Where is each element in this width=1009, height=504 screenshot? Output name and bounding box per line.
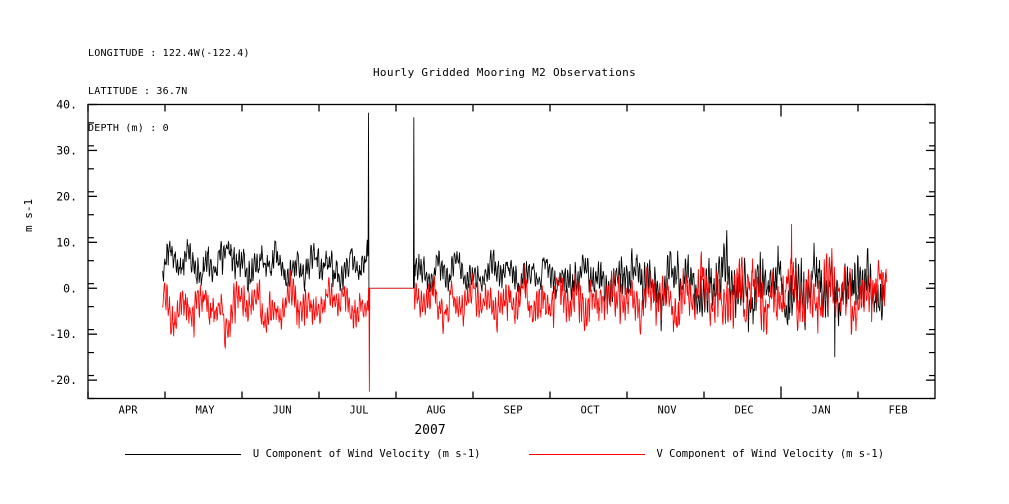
legend-item-v: V Component of Wind Velocity (m s-1) xyxy=(528,448,885,460)
longitude-text: LONGITUDE : 122.4W(-122.4) xyxy=(88,48,250,59)
legend-label-v: V Component of Wind Velocity (m s-1) xyxy=(656,448,885,460)
svg-text:DEC: DEC xyxy=(735,405,754,417)
x-axis-ticks: APR MAY JUN JUL AUG SEP OCT NOV DEC JAN FEB xyxy=(87,104,908,417)
svg-text:20.: 20. xyxy=(56,189,77,203)
legend-label-u: U Component of Wind Velocity (m s-1) xyxy=(252,448,481,460)
svg-text:FEB: FEB xyxy=(889,405,908,417)
depth-text: DEPTH (m) : 0 xyxy=(88,123,169,134)
legend-swatch-v-line xyxy=(528,453,645,455)
x-axis-label: 2007 xyxy=(414,423,446,438)
y-axis-ticks: 40. 30. 20. 10. 0. -10. -20. xyxy=(49,98,935,400)
latitude-text: LATITUDE : 36.7N xyxy=(88,85,188,97)
series-line-v xyxy=(162,223,887,392)
svg-text:SEP: SEP xyxy=(504,405,523,417)
svg-text:OCT: OCT xyxy=(581,405,601,417)
series-line-u xyxy=(162,112,887,358)
legend-swatch-u-line xyxy=(124,453,241,455)
svg-text:JAN: JAN xyxy=(812,405,831,417)
plot-frame xyxy=(87,103,936,400)
svg-text:APR: APR xyxy=(119,405,139,417)
svg-text:JUL: JUL xyxy=(350,405,369,417)
chart-legend: U Component of Wind Velocity (m s-1) V C… xyxy=(0,448,1009,460)
svg-text:-20.: -20. xyxy=(49,373,77,387)
svg-text:NOV: NOV xyxy=(658,405,678,417)
svg-text:10.: 10. xyxy=(56,235,77,249)
svg-text:AUG: AUG xyxy=(427,405,446,417)
svg-text:0.: 0. xyxy=(63,281,77,295)
svg-text:40.: 40. xyxy=(56,98,77,112)
svg-text:JUN: JUN xyxy=(273,405,292,417)
svg-text:30.: 30. xyxy=(56,143,77,157)
svg-text:-10.: -10. xyxy=(49,327,77,341)
legend-item-u: U Component of Wind Velocity (m s-1) xyxy=(124,448,481,460)
station-metadata: LONGITUDE : 122.4W(-122.4) LATITUDE : 36… xyxy=(88,23,250,148)
chart-title: Hourly Gridded Mooring M2 Observations xyxy=(372,66,637,79)
svg-text:MAY: MAY xyxy=(196,405,216,417)
